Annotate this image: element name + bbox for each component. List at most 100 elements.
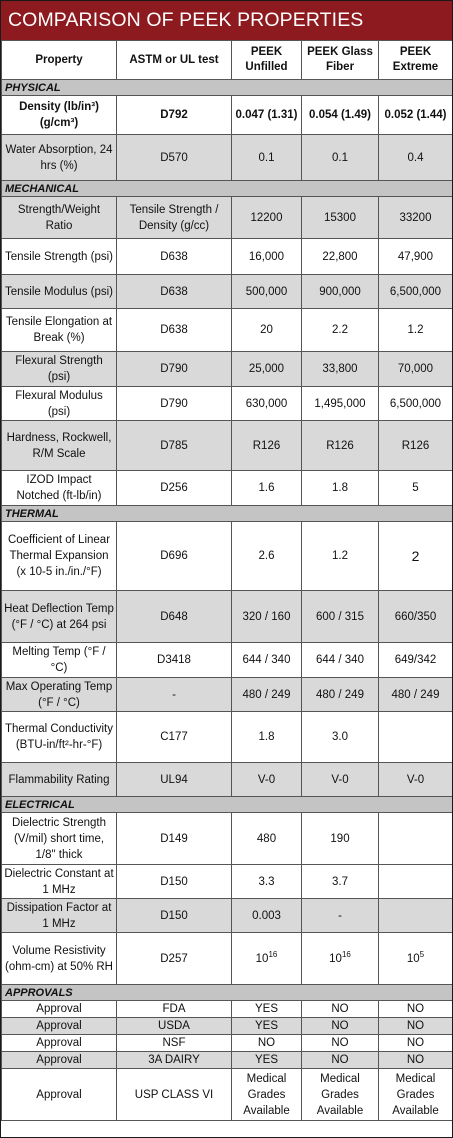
- table-row: IZOD Impact Notched (ft-lb/in) D256 1.6 …: [1, 470, 452, 506]
- header-glass: PEEK Glass Fiber: [301, 40, 379, 80]
- row-property: Approval: [1, 1068, 117, 1121]
- section-mechanical: MECHANICAL: [1, 180, 452, 197]
- value-exponent: 16: [341, 949, 351, 959]
- row-extreme: [378, 864, 452, 899]
- row-extreme: [378, 812, 452, 865]
- section-thermal: THERMAL: [1, 505, 452, 522]
- row-extreme: 660/350: [378, 590, 452, 643]
- row-test: D792: [116, 95, 232, 135]
- row-property: Approval: [1, 1017, 117, 1035]
- row-glass: 0.054 (1.49): [301, 95, 379, 135]
- row-test: D648: [116, 590, 232, 643]
- row-property: Flammability Rating: [1, 762, 117, 797]
- row-property: Water Absorption, 24 hrs (%): [1, 134, 117, 181]
- row-glass: NO: [301, 1051, 379, 1069]
- row-glass: 2.2: [301, 308, 379, 352]
- row-glass: 900,000: [301, 274, 379, 309]
- row-glass: -: [301, 898, 379, 933]
- row-extreme: 6,500,000: [378, 386, 452, 421]
- row-unfilled: 25,000: [231, 351, 302, 387]
- row-test: Tensile Strength / Density (g/cc): [116, 196, 232, 239]
- row-test: -: [116, 677, 232, 712]
- row-unfilled: 0.1: [231, 134, 302, 181]
- row-test: D150: [116, 898, 232, 933]
- row-glass: 480 / 249: [301, 677, 379, 712]
- row-unfilled: 480: [231, 812, 302, 865]
- row-property: Approval: [1, 1000, 117, 1018]
- row-property: Density (lb/in³) (g/cm³): [1, 95, 117, 135]
- row-test: D150: [116, 864, 232, 899]
- row-glass: 0.1: [301, 134, 379, 181]
- row-test: D638: [116, 308, 232, 352]
- row-test: D790: [116, 351, 232, 387]
- row-extreme: 105: [378, 932, 452, 985]
- row-test: D570: [116, 134, 232, 181]
- row-unfilled: V-0: [231, 762, 302, 797]
- row-unfilled: 0.047 (1.31): [231, 95, 302, 135]
- row-unfilled: 1.6: [231, 470, 302, 506]
- row-extreme: V-0: [378, 762, 452, 797]
- table-row: Dielectric Constant at 1 MHz D150 3.3 3.…: [1, 864, 452, 899]
- row-extreme: 6,500,000: [378, 274, 452, 309]
- row-glass: 1.8: [301, 470, 379, 506]
- row-glass: NO: [301, 1000, 379, 1018]
- header-row: Property ASTM or UL test PEEK Unfilled P…: [1, 40, 452, 80]
- row-property: Approval: [1, 1034, 117, 1052]
- row-test: 3A DAIRY: [116, 1051, 232, 1069]
- row-extreme: [378, 898, 452, 933]
- table-row: Thermal Conductivity (BTU-in/ft²-hr-°F) …: [1, 711, 452, 763]
- row-glass: 1,495,000: [301, 386, 379, 421]
- row-extreme: 0.052 (1.44): [378, 95, 452, 135]
- row-property: Flexural Strength (psi): [1, 351, 117, 387]
- table-row: Dielectric Strength (V/mil) short time, …: [1, 812, 452, 865]
- table-row: Approval 3A DAIRY YES NO NO: [1, 1051, 452, 1069]
- row-unfilled: YES: [231, 1000, 302, 1018]
- value-exponent: 5: [419, 949, 425, 959]
- row-test: UL94: [116, 762, 232, 797]
- row-test: D785: [116, 420, 232, 471]
- page-title: COMPARISON OF PEEK PROPERTIES: [1, 1, 452, 40]
- row-extreme: NO: [378, 1051, 452, 1069]
- row-property: Hardness, Rockwell, R/M Scale: [1, 420, 117, 471]
- table-row: Approval USDA YES NO NO: [1, 1017, 452, 1035]
- row-test: D638: [116, 274, 232, 309]
- header-unfilled: PEEK Unfilled: [231, 40, 302, 80]
- value-exponent: 16: [268, 949, 278, 959]
- row-glass: 1.2: [301, 521, 379, 591]
- row-test: C177: [116, 711, 232, 763]
- row-extreme: R126: [378, 420, 452, 471]
- row-extreme: NO: [378, 1034, 452, 1052]
- section-label: PHYSICAL: [1, 79, 452, 96]
- table-row: Flexural Strength (psi) D790 25,000 33,8…: [1, 351, 452, 387]
- row-property: Strength/Weight Ratio: [1, 196, 117, 239]
- row-glass: Medical Grades Available: [301, 1068, 379, 1121]
- table-row: Volume Resistivity (ohm-cm) at 50% RH D2…: [1, 932, 452, 985]
- row-extreme: 2: [378, 521, 452, 591]
- row-extreme: NO: [378, 1017, 452, 1035]
- row-test: D257: [116, 932, 232, 985]
- value-base: 10: [255, 952, 269, 965]
- row-unfilled: 12200: [231, 196, 302, 239]
- table-row: Coefficient of Linear Thermal Expansion …: [1, 521, 452, 591]
- row-property: Flexural Modulus (psi): [1, 386, 117, 421]
- table-row: Tensile Strength (psi) D638 16,000 22,80…: [1, 238, 452, 275]
- section-label: ELECTRICAL: [1, 796, 452, 813]
- row-glass: 22,800: [301, 238, 379, 275]
- table-row: Approval USP CLASS VI Medical Grades Ava…: [1, 1068, 452, 1121]
- row-unfilled: 480 / 249: [231, 677, 302, 712]
- row-glass: 600 / 315: [301, 590, 379, 643]
- row-property: IZOD Impact Notched (ft-lb/in): [1, 470, 117, 506]
- table-row: Approval NSF NO NO NO: [1, 1034, 452, 1052]
- row-property: Max Operating Temp (°F / °C): [1, 677, 117, 712]
- row-unfilled: 16,000: [231, 238, 302, 275]
- row-extreme: 480 / 249: [378, 677, 452, 712]
- table-row: Heat Deflection Temp (°F / °C) at 264 ps…: [1, 590, 452, 643]
- row-extreme: 47,900: [378, 238, 452, 275]
- row-unfilled: 2.6: [231, 521, 302, 591]
- row-extreme: Medical Grades Available: [378, 1068, 452, 1121]
- row-test: USP CLASS VI: [116, 1068, 232, 1121]
- row-extreme: 70,000: [378, 351, 452, 387]
- row-property: Approval: [1, 1051, 117, 1069]
- row-test: FDA: [116, 1000, 232, 1018]
